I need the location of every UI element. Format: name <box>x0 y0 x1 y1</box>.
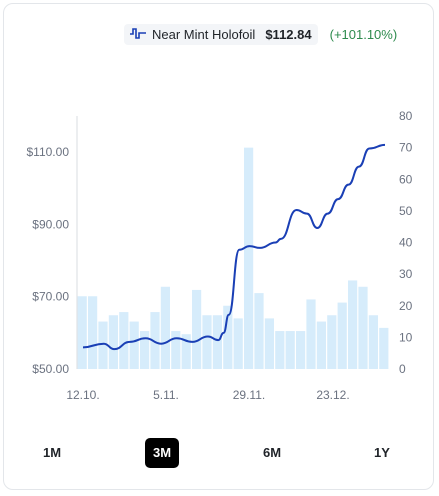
range-button-1y[interactable]: 1Y <box>374 445 390 460</box>
volume-bar <box>212 315 222 369</box>
volume-bar <box>327 315 337 369</box>
y-left-tick-label: $110.00 <box>27 145 70 159</box>
volume-bar <box>296 331 306 369</box>
volume-bar <box>202 315 212 369</box>
x-tick-label: 12.10. <box>66 388 99 402</box>
y-right-tick-label: 30 <box>399 267 413 281</box>
x-tick-label: 5.11. <box>153 388 179 402</box>
volume-bar <box>275 331 285 369</box>
y-right-tick-label: 80 <box>399 109 413 123</box>
y-right-tick-label: 60 <box>399 172 413 186</box>
volume-bar <box>98 321 108 369</box>
volume-bar <box>306 299 316 369</box>
y-left-tick-label: $50.00 <box>32 362 69 376</box>
volume-bar <box>254 293 264 369</box>
chart-legend: Near Mint Holofoil $112.84 (+101.10%) <box>124 22 397 46</box>
y-right-tick-label: 70 <box>399 141 413 155</box>
volume-bar <box>140 331 150 369</box>
volume-bar <box>77 296 87 369</box>
volume-bar <box>108 315 118 369</box>
volume-bar <box>316 321 326 369</box>
volume-bar <box>337 302 347 369</box>
volume-bar <box>160 286 170 369</box>
legend-price: $112.84 <box>265 26 312 42</box>
y-right-tick-label: 40 <box>399 236 413 250</box>
volume-bar <box>171 331 181 369</box>
volume-bar <box>233 318 243 369</box>
y-left-tick-label: $70.00 <box>32 290 69 304</box>
line-series-icon <box>130 28 146 39</box>
y-right-tick-label: 20 <box>399 299 413 313</box>
volume-bar <box>150 312 160 369</box>
time-range-selector: 1M 3M 6M 1Y <box>0 438 439 470</box>
range-button-1m[interactable]: 1M <box>42 445 62 460</box>
price-volume-chart: $50.00 $70.00 $90.00 $110.00 0 10 20 30 40 50 60 70… <box>27 109 413 402</box>
legend-change-percent: (+101.10%) <box>329 26 398 42</box>
x-tick-label: 29.11. <box>233 388 265 402</box>
y-left-tick-label: $90.00 <box>32 217 69 231</box>
volume-bar <box>358 286 368 369</box>
volume-bar <box>119 312 129 369</box>
legend-item-near-mint-holofoil[interactable]: Near Mint Holofoil $112.84 <box>124 23 318 45</box>
legend-series-name: Near Mint Holofoil <box>152 26 256 42</box>
volume-bar <box>368 315 378 369</box>
y-right-tick-label: 50 <box>399 204 413 218</box>
volume-bar <box>129 321 139 369</box>
price-line <box>82 143 386 351</box>
volume-bar <box>244 147 254 369</box>
volume-bar <box>223 305 233 369</box>
volume-bar <box>181 334 191 369</box>
volume-bar <box>88 296 98 369</box>
range-button-3m[interactable]: 3M <box>145 438 179 468</box>
volume-bar <box>192 289 202 369</box>
y-right-tick-label: 0 <box>399 362 406 376</box>
volume-bar <box>348 280 358 369</box>
x-tick-label: 23.12. <box>316 388 349 402</box>
price-history-card <box>3 3 434 490</box>
y-right-tick-label: 10 <box>399 330 413 344</box>
range-button-6m[interactable]: 6M <box>262 445 282 460</box>
volume-bar <box>285 331 295 369</box>
volume-bar <box>264 318 274 369</box>
volume-bar <box>379 327 389 369</box>
